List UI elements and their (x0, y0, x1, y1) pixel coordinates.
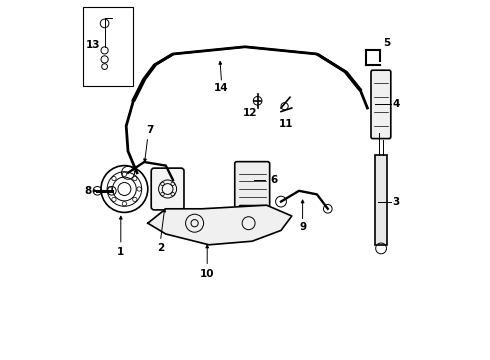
Text: 10: 10 (200, 269, 215, 279)
Text: 11: 11 (279, 119, 294, 129)
Text: 9: 9 (299, 222, 306, 232)
Text: 5: 5 (384, 38, 391, 48)
Text: 13: 13 (86, 40, 100, 50)
Text: 4: 4 (392, 99, 400, 109)
Text: 8: 8 (85, 186, 92, 196)
FancyBboxPatch shape (371, 70, 391, 139)
Text: 2: 2 (157, 243, 164, 253)
FancyBboxPatch shape (235, 162, 270, 213)
Text: 14: 14 (214, 83, 229, 93)
Bar (375, 155, 387, 245)
Text: 7: 7 (146, 125, 153, 135)
Bar (83, 7, 133, 86)
Polygon shape (148, 205, 292, 245)
FancyBboxPatch shape (239, 206, 266, 226)
Text: 12: 12 (243, 108, 258, 118)
Text: 6: 6 (270, 175, 277, 185)
Text: 1: 1 (117, 247, 124, 257)
FancyBboxPatch shape (151, 168, 184, 210)
Text: 3: 3 (392, 197, 400, 207)
